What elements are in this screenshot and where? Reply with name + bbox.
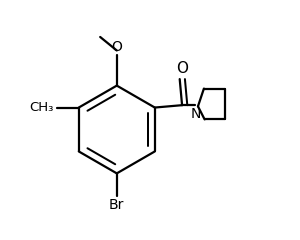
Text: CH₃: CH₃ [29, 101, 54, 114]
Text: O: O [176, 61, 188, 76]
Text: Br: Br [109, 198, 124, 212]
Text: O: O [111, 40, 122, 54]
Text: N: N [191, 107, 202, 121]
